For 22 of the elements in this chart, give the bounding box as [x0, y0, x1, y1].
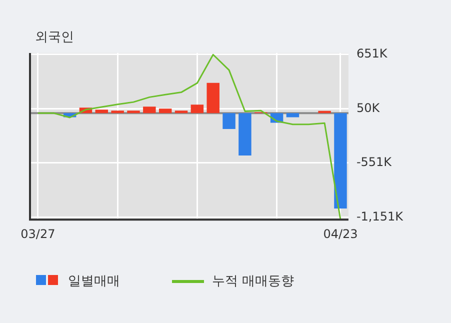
- legend-label: 누적 매매동향: [212, 273, 294, 290]
- bar: [318, 110, 331, 114]
- bar: [174, 110, 188, 114]
- y-tick-label: 50K: [356, 100, 381, 115]
- bar: [334, 113, 347, 208]
- y-tick-label: 651K: [356, 46, 388, 60]
- bar: [190, 104, 204, 114]
- chart-title: 외국인: [35, 29, 74, 46]
- bar: [286, 113, 300, 118]
- bar: [111, 110, 124, 114]
- bar: [158, 108, 172, 114]
- bar: [143, 106, 156, 114]
- legend-label: 일별매매: [68, 273, 120, 290]
- x-tick-label: 03/27: [20, 226, 56, 241]
- bar: [95, 110, 108, 114]
- y-tick-label: -1,151K: [356, 209, 404, 224]
- bar: [238, 113, 252, 156]
- y-tick-label: -551K: [356, 155, 393, 170]
- x-tick-label: 04/23: [323, 226, 358, 241]
- bar: [206, 82, 220, 114]
- bar: [127, 110, 140, 114]
- bar: [222, 113, 236, 129]
